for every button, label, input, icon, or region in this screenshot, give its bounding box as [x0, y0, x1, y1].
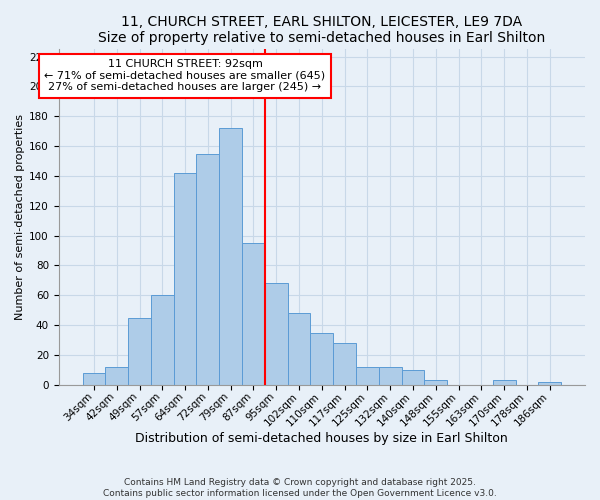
- Bar: [287, 313, 310, 384]
- Bar: [310, 332, 333, 384]
- Bar: [356, 367, 379, 384]
- Title: 11, CHURCH STREET, EARL SHILTON, LEICESTER, LE9 7DA
Size of property relative to: 11, CHURCH STREET, EARL SHILTON, LEICEST…: [98, 15, 545, 45]
- Bar: [379, 367, 401, 384]
- Text: Contains HM Land Registry data © Crown copyright and database right 2025.
Contai: Contains HM Land Registry data © Crown c…: [103, 478, 497, 498]
- Bar: [106, 367, 128, 384]
- Bar: [219, 128, 242, 384]
- Bar: [83, 373, 106, 384]
- Bar: [401, 370, 424, 384]
- Text: 11 CHURCH STREET: 92sqm
← 71% of semi-detached houses are smaller (645)
27% of s: 11 CHURCH STREET: 92sqm ← 71% of semi-de…: [44, 59, 326, 92]
- Bar: [242, 243, 265, 384]
- Bar: [538, 382, 561, 384]
- Bar: [424, 380, 447, 384]
- Y-axis label: Number of semi-detached properties: Number of semi-detached properties: [15, 114, 25, 320]
- Bar: [128, 318, 151, 384]
- Bar: [333, 343, 356, 384]
- X-axis label: Distribution of semi-detached houses by size in Earl Shilton: Distribution of semi-detached houses by …: [136, 432, 508, 445]
- Bar: [151, 295, 174, 384]
- Bar: [493, 380, 515, 384]
- Bar: [174, 173, 196, 384]
- Bar: [265, 284, 287, 384]
- Bar: [196, 154, 219, 384]
